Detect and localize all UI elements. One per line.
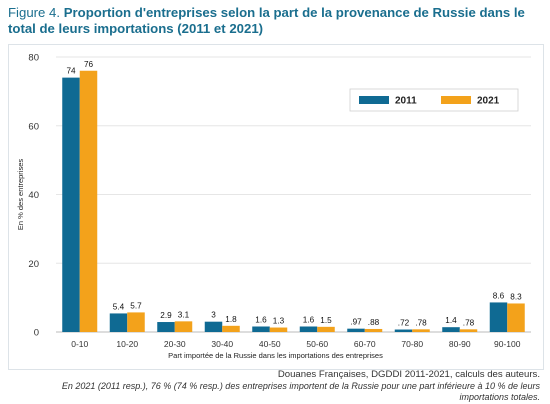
data-label: .72 xyxy=(398,319,410,328)
y-tick-label: 0 xyxy=(34,328,39,339)
chart-panel: 0 20 40 60 80 En % des entreprises 74 76 0-10 5.4… xyxy=(8,44,544,370)
data-label: 1.6 xyxy=(255,316,267,325)
legend-label-2021: 2021 xyxy=(477,96,500,107)
bar-2011-20-30 xyxy=(157,322,175,332)
chart-title: Figure 4. Proportion d'entreprises selon… xyxy=(8,5,540,37)
data-label: .97 xyxy=(350,318,362,327)
data-label: 3.1 xyxy=(178,310,190,319)
bar-2021-20-30 xyxy=(174,321,193,332)
bar-2021-0-10 xyxy=(79,70,98,332)
y-tick-label: 20 xyxy=(28,259,39,270)
x-tick-label: 60-70 xyxy=(354,339,376,349)
x-tick-label: 10-20 xyxy=(116,339,138,349)
bar-2021-90-100 xyxy=(507,303,525,332)
bar-2011-60-70 xyxy=(347,328,365,332)
data-label: 5.7 xyxy=(130,301,142,310)
x-tick-label: 70-80 xyxy=(401,339,423,349)
legend-label-2011: 2011 xyxy=(395,96,417,107)
bar-2021-10-20 xyxy=(127,312,145,332)
data-label: 76 xyxy=(84,60,94,69)
source-note: Douanes Françaises, DGDDI 2011-2021, cal… xyxy=(277,369,540,380)
data-label: 1.6 xyxy=(303,316,315,325)
x-tick-label: 90-100 xyxy=(494,339,521,349)
bar-2011-40-50 xyxy=(252,326,270,332)
bar-chart: 0 20 40 60 80 En % des entreprises 74 76 0-10 5.4… xyxy=(16,53,531,360)
x-tick-label: 80-90 xyxy=(449,339,471,349)
legend-swatch-2011 xyxy=(359,96,389,104)
y-tick-label: 40 xyxy=(28,190,39,201)
data-label: 1.3 xyxy=(273,317,285,326)
data-label: 5.4 xyxy=(113,302,125,311)
data-label: 74 xyxy=(66,67,76,76)
y-axis-label: En % des entreprises xyxy=(16,159,25,231)
x-tick-label: 0-10 xyxy=(71,339,88,349)
x-axis-label: Part importée de la Russie dans les impo… xyxy=(168,351,383,360)
figure-title-text: Proportion d'entreprises selon la part d… xyxy=(8,5,525,36)
figure-label: Figure 4. xyxy=(8,5,61,20)
y-tick-label: 60 xyxy=(28,121,39,132)
data-label: .78 xyxy=(415,318,427,327)
data-label: 2.9 xyxy=(160,311,172,320)
data-label: .88 xyxy=(368,318,380,327)
bar-2021-70-80 xyxy=(412,329,430,332)
bar-2011-0-10 xyxy=(62,77,80,332)
bar-2021-80-90 xyxy=(459,329,478,332)
bar-2011-10-20 xyxy=(109,313,128,332)
x-tick-label: 30-40 xyxy=(211,339,233,349)
legend-box xyxy=(349,88,519,112)
y-tick-label: 80 xyxy=(28,53,39,64)
bar-2011-30-40 xyxy=(204,321,223,332)
data-label: 3 xyxy=(211,311,216,320)
bar-2011-80-90 xyxy=(442,327,460,332)
legend-swatch-2021 xyxy=(441,96,471,104)
data-label: .78 xyxy=(463,318,475,327)
bar-2011-70-80 xyxy=(394,329,413,332)
data-label: 1.5 xyxy=(320,316,332,325)
data-label: 1.4 xyxy=(445,316,457,325)
bar-2021-40-50 xyxy=(269,327,288,332)
x-tick-label: 50-60 xyxy=(306,339,328,349)
bar-2021-60-70 xyxy=(364,328,383,332)
bar-2011-90-100 xyxy=(489,302,508,332)
data-label: 8.6 xyxy=(493,291,505,300)
bar-2011-50-60 xyxy=(299,326,318,332)
footnote: En 2021 (2011 resp.), 76 % (74 % resp.) … xyxy=(61,381,540,402)
x-tick-label: 40-50 xyxy=(259,339,281,349)
bar-2021-50-60 xyxy=(317,326,335,332)
x-tick-label: 20-30 xyxy=(164,339,186,349)
data-label: 1.8 xyxy=(225,315,237,324)
bar-2021-30-40 xyxy=(222,325,240,332)
data-label: 8.3 xyxy=(510,292,522,301)
